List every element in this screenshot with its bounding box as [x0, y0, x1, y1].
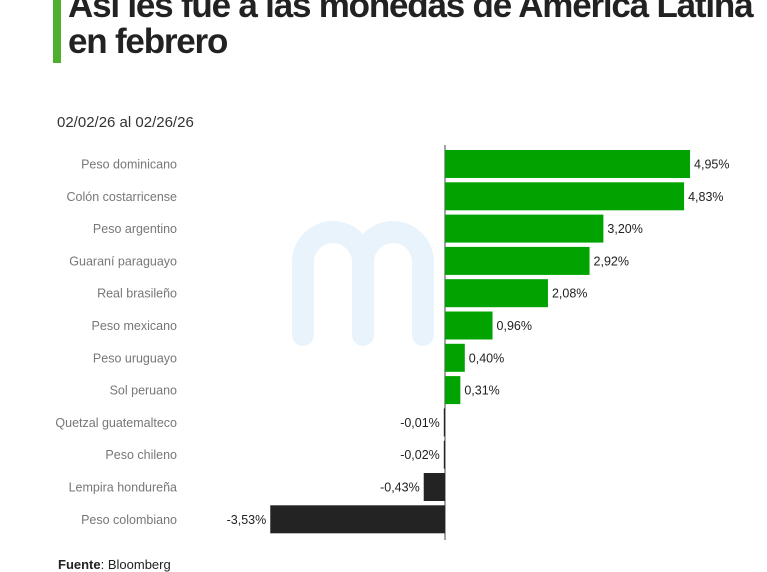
data-label: 3,20% — [607, 222, 642, 236]
category-label: Lempira hondureña — [69, 481, 177, 495]
category-label: Colón costarricense — [67, 190, 178, 204]
bar — [445, 246, 590, 275]
bar — [443, 408, 445, 437]
bar — [445, 214, 604, 243]
category-label: Quetzal guatemalteco — [55, 416, 177, 430]
category-label: Peso argentino — [93, 222, 177, 236]
bar — [443, 440, 445, 469]
source-note: Fuente: Bloomberg — [58, 557, 171, 572]
bar — [270, 505, 445, 534]
date-range: 02/02/26 al 02/26/26 — [57, 114, 194, 131]
bar — [445, 150, 691, 178]
title-accent-bar — [53, 0, 61, 63]
category-label: Real brasileño — [97, 287, 177, 301]
bar — [445, 376, 461, 405]
data-label: -0,01% — [400, 416, 440, 430]
data-label: -0,02% — [400, 448, 440, 462]
category-label: Peso chileno — [105, 448, 177, 462]
source-value: : Bloomberg — [100, 557, 171, 572]
watermark-logo — [292, 221, 434, 346]
data-label: 2,08% — [552, 287, 587, 301]
category-label: Peso colombiano — [81, 513, 177, 527]
data-label: 0,96% — [497, 319, 532, 333]
data-label: 0,31% — [464, 384, 499, 398]
bar — [423, 473, 445, 501]
category-label: Sol peruano — [110, 384, 177, 398]
bar — [445, 182, 685, 211]
data-label: -3,53% — [227, 513, 267, 527]
data-label: 4,83% — [688, 190, 723, 204]
category-label: Peso mexicano — [92, 319, 178, 333]
data-label: 2,92% — [594, 254, 629, 268]
category-label: Peso uruguayo — [93, 351, 177, 365]
data-label: -0,43% — [380, 481, 420, 495]
bar — [445, 311, 493, 340]
bar — [445, 279, 548, 308]
data-label: 4,95% — [694, 158, 729, 172]
category-label: Guaraní paraguayo — [69, 254, 177, 268]
data-label: 0,40% — [469, 351, 504, 365]
source-label: Fuente — [58, 557, 101, 572]
category-label: Peso dominicano — [81, 158, 177, 172]
chart-title: Así les fue a las monedas de América Lat… — [68, 0, 754, 61]
bar — [445, 343, 465, 372]
